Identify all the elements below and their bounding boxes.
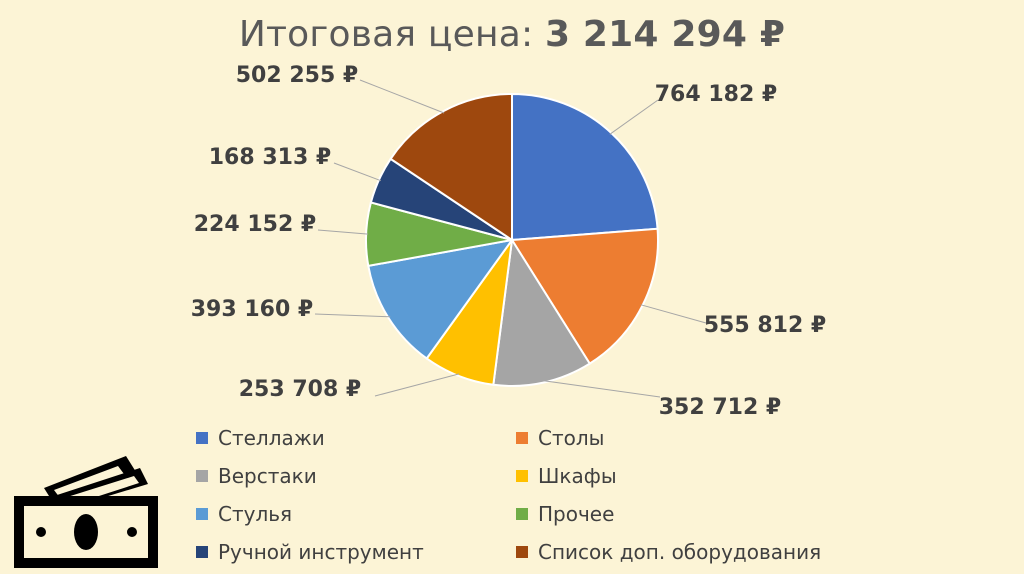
leader-line bbox=[333, 162, 381, 182]
legend-item: Список доп. оборудования bbox=[516, 538, 856, 565]
leader-line bbox=[374, 373, 460, 397]
data-label: 224 152 ₽ bbox=[194, 212, 316, 237]
chart-title: Итоговая цена: 3 214 294 ₽ bbox=[0, 14, 1024, 55]
legend-item: Прочее bbox=[516, 500, 856, 527]
legend-label: Список доп. оборудования bbox=[538, 539, 822, 564]
legend-item: Шкафы bbox=[516, 462, 856, 489]
legend-label: Столы bbox=[538, 425, 605, 450]
leader-line bbox=[609, 99, 659, 135]
legend-swatch bbox=[516, 469, 528, 482]
legend-swatch bbox=[516, 507, 528, 520]
legend-label: Стеллажи bbox=[218, 425, 325, 450]
leader-line bbox=[359, 79, 445, 114]
data-label: 168 313 ₽ bbox=[209, 145, 331, 170]
legend-label: Стулья bbox=[218, 501, 293, 526]
legend: Стеллажи Столы Верстаки Шкафы Стулья Про… bbox=[196, 424, 896, 565]
front-bill bbox=[14, 496, 158, 568]
pie-slices bbox=[365, 92, 659, 387]
legend-label: Ручной инструмент bbox=[218, 539, 424, 564]
legend-swatch bbox=[196, 507, 208, 520]
leader-line bbox=[314, 313, 391, 318]
legend-item: Ручной инструмент bbox=[196, 538, 516, 565]
legend-label: Прочее bbox=[538, 501, 615, 526]
pie-slice bbox=[492, 237, 592, 387]
data-label: 352 712 ₽ bbox=[659, 395, 781, 420]
banknote-stack-icon bbox=[14, 456, 158, 568]
data-label: 555 812 ₽ bbox=[704, 313, 826, 338]
data-labels: 764 182 ₽ 555 812 ₽ 352 712 ₽ 253 708 ₽ 393 … bbox=[191, 63, 826, 420]
legend-item: Верстаки bbox=[196, 462, 516, 489]
legend-item: Стеллажи bbox=[196, 424, 516, 451]
leader-line bbox=[542, 380, 661, 398]
pie-slice bbox=[367, 238, 515, 360]
pie-slice bbox=[389, 92, 513, 242]
data-label: 502 255 ₽ bbox=[236, 63, 358, 88]
legend-swatch bbox=[516, 431, 528, 444]
legend-label: Шкафы bbox=[538, 463, 617, 488]
chart-title-prefix: Итоговая цена: bbox=[238, 14, 545, 55]
legend-label: Верстаки bbox=[218, 463, 317, 488]
leader-line bbox=[317, 229, 369, 235]
data-label: 393 160 ₽ bbox=[191, 297, 313, 322]
legend-swatch bbox=[196, 469, 208, 482]
legend-swatch bbox=[196, 431, 208, 444]
legend-item: Столы bbox=[516, 424, 856, 451]
legend-swatch bbox=[196, 545, 208, 558]
leader-line bbox=[640, 304, 707, 324]
legend-swatch bbox=[516, 545, 528, 558]
leader-lines bbox=[314, 79, 707, 398]
legend-item: Стулья bbox=[196, 500, 516, 527]
chart-title-total: 3 214 294 ₽ bbox=[544, 14, 786, 55]
data-label: 764 182 ₽ bbox=[655, 82, 777, 107]
data-label: 253 708 ₽ bbox=[239, 377, 361, 402]
